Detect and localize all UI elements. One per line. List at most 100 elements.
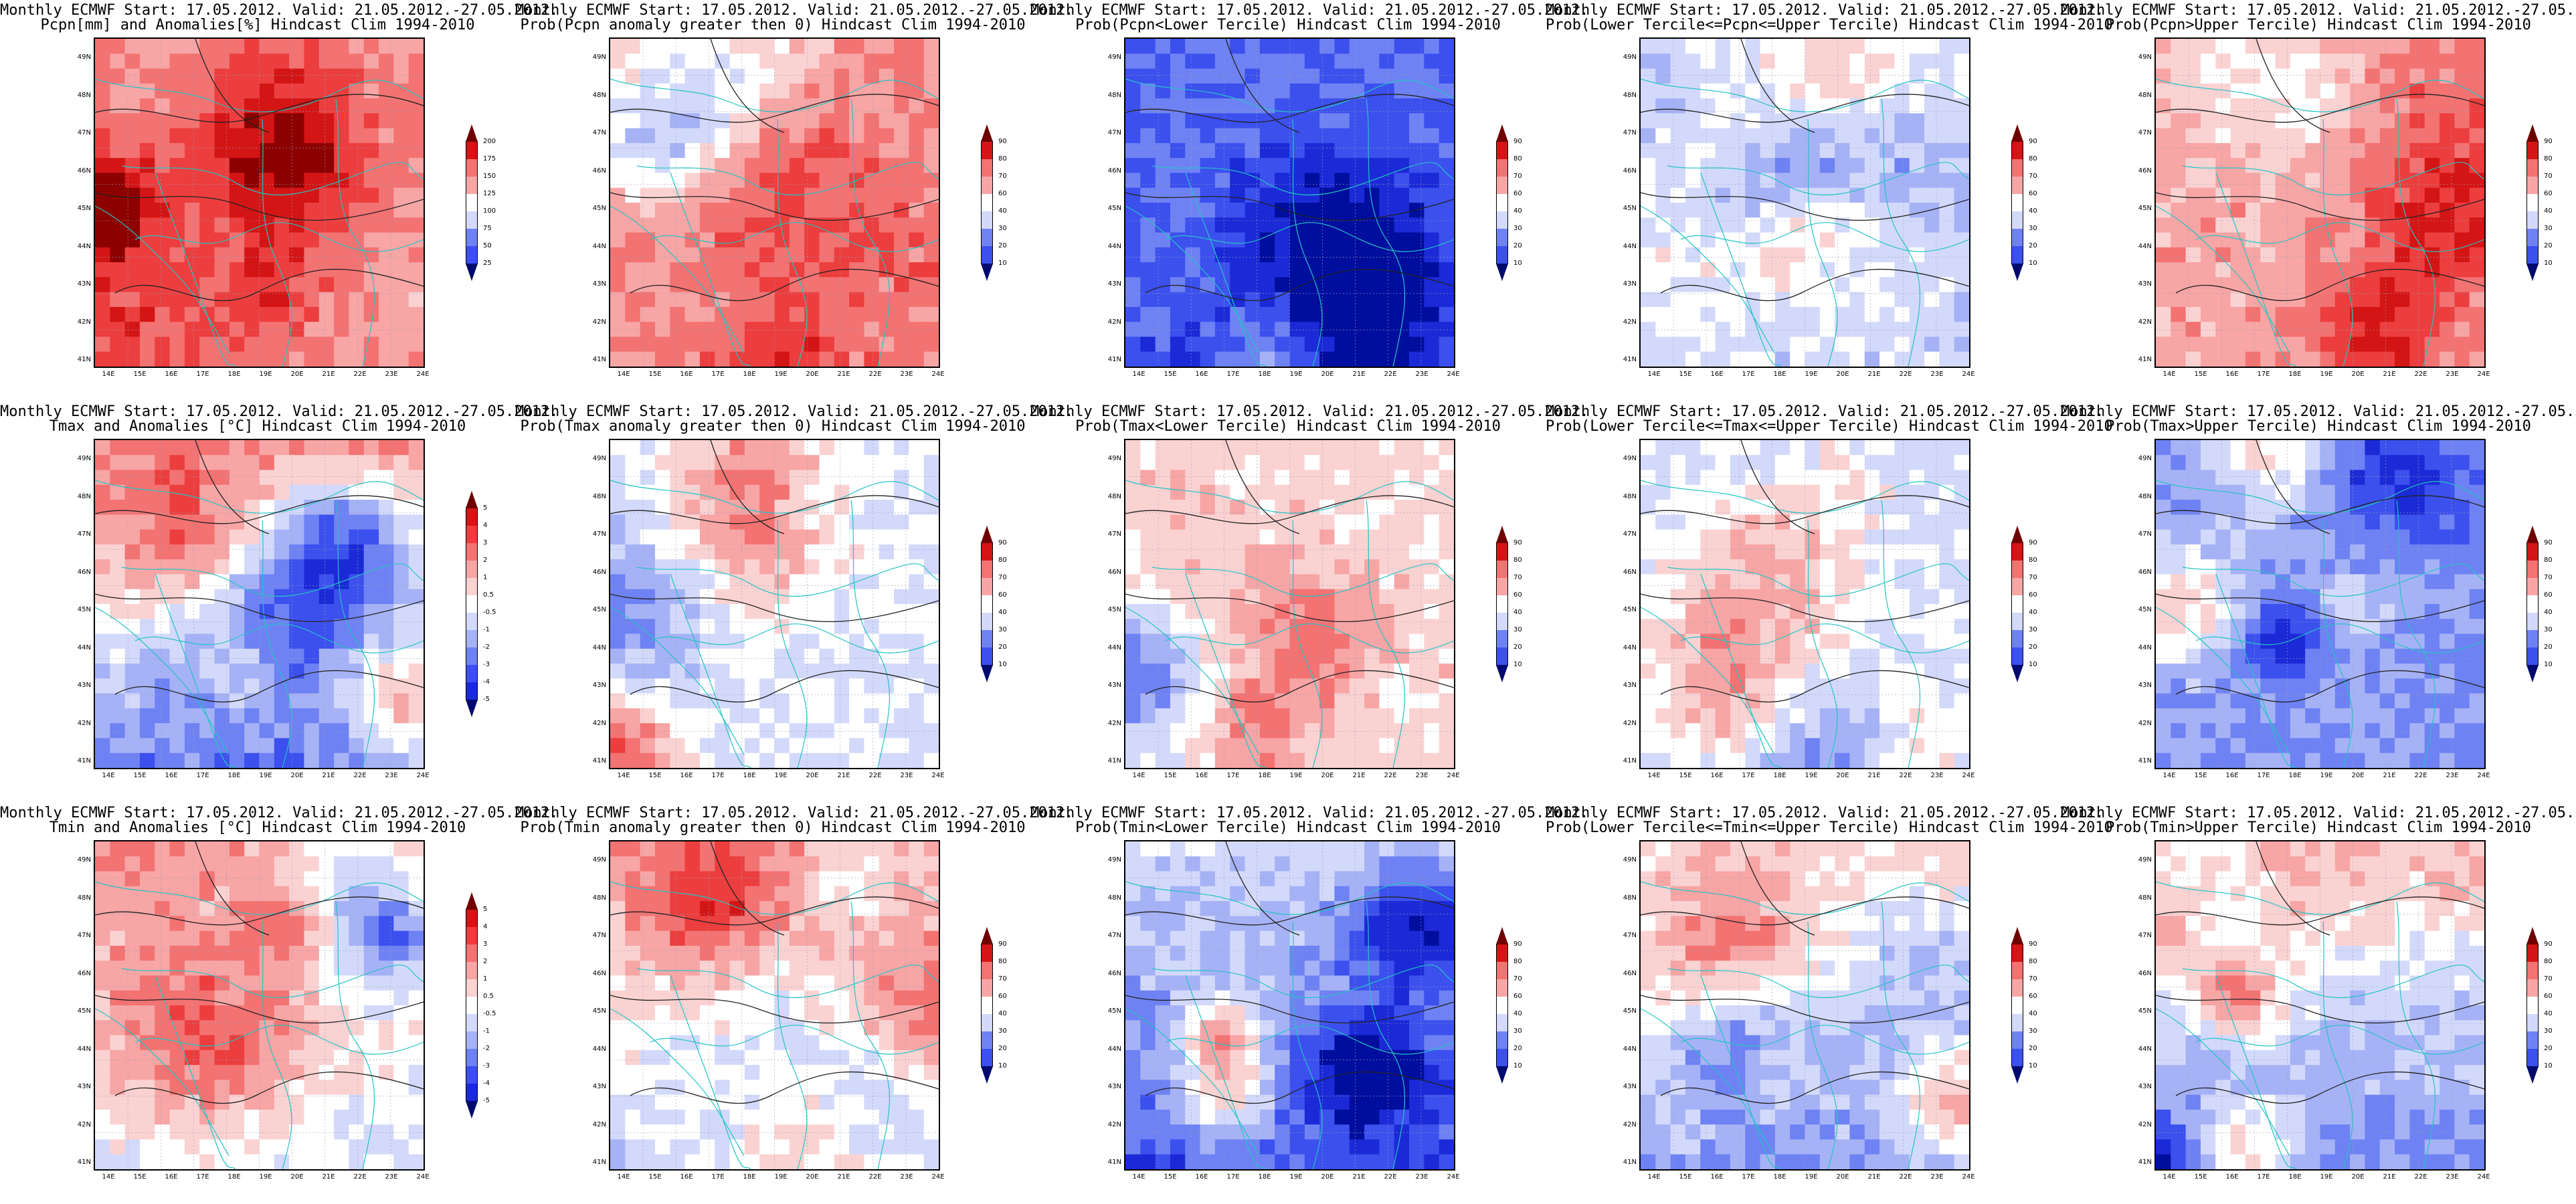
colorbar-segment — [466, 613, 478, 630]
shading-cell — [1245, 203, 1261, 218]
shading-cell — [244, 738, 260, 754]
shading-cell — [214, 648, 230, 664]
shading-cell — [1259, 336, 1275, 353]
shading-layer — [95, 440, 424, 768]
shading-cell — [715, 529, 731, 545]
shading-cell — [2245, 262, 2261, 278]
shading-cell — [214, 470, 230, 486]
shading-cell — [110, 187, 126, 203]
shading-cell — [199, 262, 215, 278]
shading-cell — [304, 589, 320, 605]
shading-cell — [1819, 708, 1835, 724]
border-line — [610, 480, 939, 514]
shading-cell — [1864, 678, 1880, 694]
shading-cell — [379, 68, 394, 84]
shading-cell — [1289, 514, 1305, 530]
shading-cell — [1409, 589, 1424, 605]
shading-cell — [393, 574, 409, 590]
shading-cell — [670, 351, 686, 367]
shading-cell — [1879, 708, 1896, 724]
shading-cell — [229, 262, 245, 278]
shading-cell — [1245, 262, 1261, 278]
shading-cell — [774, 514, 790, 530]
shading-cell — [923, 336, 939, 353]
colorbar-segment — [2011, 194, 2023, 211]
shading-cell — [1289, 173, 1305, 189]
shading-cell — [670, 693, 686, 709]
shading-cell — [1774, 187, 1790, 203]
shading-cell — [1730, 559, 1746, 575]
colorbar-segment — [466, 211, 478, 229]
shading-cell — [334, 604, 350, 619]
shading-cell — [1245, 544, 1261, 560]
shading-cell — [2275, 203, 2291, 218]
shading-cell — [1439, 619, 1454, 635]
shading-cell — [1275, 484, 1291, 500]
shading-cell — [834, 529, 850, 545]
shading-cell — [2365, 142, 2381, 159]
shading-cell — [408, 589, 424, 605]
shading-cell — [640, 351, 656, 367]
shading-cell — [1394, 158, 1410, 174]
latitude-label: 46N — [77, 568, 91, 576]
shading-cell — [2290, 351, 2306, 367]
shading-cell — [1819, 39, 1835, 54]
shading-cell — [670, 544, 686, 560]
shading-cell — [214, 68, 230, 84]
shading-cell — [1730, 619, 1746, 635]
shading-cell — [1439, 574, 1454, 590]
shading-cell — [1424, 142, 1440, 159]
shading-cell — [2156, 39, 2171, 54]
shading-cell — [2156, 322, 2171, 338]
shading-cell — [393, 68, 409, 84]
shading-cell — [1424, 203, 1440, 218]
shading-cell — [169, 187, 185, 203]
shading-cell — [2350, 470, 2366, 486]
shading-cell — [774, 529, 790, 545]
shading-cell — [2350, 247, 2366, 263]
shading-cell — [1715, 39, 1731, 54]
shading-cell — [1715, 292, 1731, 308]
shading-cell — [744, 470, 760, 486]
shading-cell — [318, 589, 335, 605]
shading-cell — [349, 604, 365, 619]
shading-cell — [610, 113, 626, 129]
shading-cell — [2379, 455, 2395, 471]
shading-cell — [95, 336, 110, 353]
shading-cell — [1655, 574, 1671, 590]
shading-cell — [1379, 54, 1395, 70]
longitude-label: 17E — [1226, 772, 1240, 779]
shading-cell — [1275, 440, 1291, 456]
shading-cell — [1379, 217, 1395, 233]
shading-cell — [1439, 351, 1454, 367]
shading-cell — [1245, 113, 1261, 129]
shading-cell — [864, 559, 880, 575]
colorbar-segment — [1496, 613, 1508, 630]
shading-cell — [1424, 484, 1440, 500]
shading-cell — [849, 187, 865, 203]
shading-cell — [1230, 262, 1246, 278]
shading-cell — [199, 559, 215, 575]
shading-cell — [110, 738, 126, 754]
colorbar-tick-label: 2 — [483, 557, 488, 564]
shading-cell — [1879, 664, 1896, 679]
shading-cell — [1641, 232, 1656, 248]
shading-cell — [864, 589, 880, 605]
shading-cell — [1924, 678, 1940, 694]
shading-cell — [2215, 142, 2231, 159]
shading-cell — [1954, 723, 1969, 739]
shading-cell — [1275, 277, 1291, 293]
shading-cell — [1304, 708, 1320, 724]
shading-cell — [95, 664, 110, 679]
shading-cell — [2320, 500, 2336, 515]
shading-cell — [610, 187, 626, 203]
shading-cell — [363, 68, 379, 84]
shading-cell — [2379, 470, 2395, 486]
shading-cell — [1835, 678, 1851, 694]
shading-cell — [1349, 693, 1365, 709]
colorbar-tick-label: 90 — [2544, 138, 2553, 145]
colorbar-segment — [466, 578, 478, 595]
shading-cell — [244, 619, 260, 635]
shading-cell — [2469, 306, 2484, 322]
contour-line — [1740, 39, 1815, 133]
